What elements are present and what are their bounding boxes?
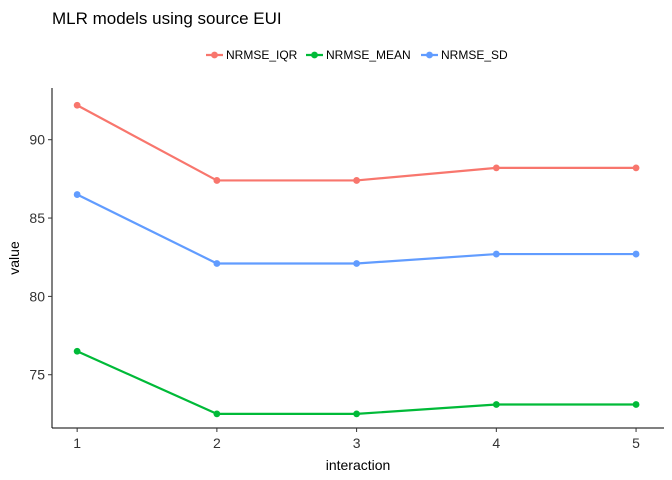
series-line-nrmse-sd <box>76 193 638 265</box>
series-group <box>73 101 640 418</box>
x-tick-label: 5 <box>632 435 640 451</box>
data-point-nrmse-iqr <box>632 164 640 172</box>
series-line-nrmse-iqr <box>76 104 638 182</box>
data-point-nrmse-mean <box>632 401 640 408</box>
y-tick-label: 90 <box>29 132 45 148</box>
data-point-nrmse-sd <box>213 260 221 267</box>
x-axis-ticks: 1 2 3 4 5 <box>73 428 640 451</box>
y-tick-label: 80 <box>29 288 45 304</box>
data-point-nrmse-sd <box>73 191 81 198</box>
x-tick-label: 2 <box>213 435 221 451</box>
legend-key-point <box>426 51 433 59</box>
x-tick-label: 1 <box>73 435 81 451</box>
legend-label: NRMSE_IQR <box>226 48 298 62</box>
legend: NRMSE_IQR NRMSE_MEAN NRMSE_SD <box>206 48 508 62</box>
data-point-nrmse-mean <box>492 401 500 408</box>
data-point-nrmse-sd <box>353 260 361 267</box>
plot-area <box>73 101 640 418</box>
series-nrmse-sd <box>73 191 640 267</box>
legend-item-nrmse-sd: NRMSE_SD <box>421 48 508 62</box>
data-point-nrmse-sd <box>492 250 500 258</box>
chart-title: MLR models using source EUI <box>52 9 282 28</box>
y-tick-label: 85 <box>29 210 45 226</box>
legend-key-point <box>211 51 218 59</box>
y-axis-ticks: 75 80 85 90 <box>29 132 52 383</box>
x-tick-label: 4 <box>492 435 500 451</box>
data-point-nrmse-iqr <box>353 177 361 184</box>
y-tick-label: 75 <box>29 367 45 383</box>
data-point-nrmse-iqr <box>213 177 221 184</box>
data-point-nrmse-mean <box>73 347 81 355</box>
legend-item-nrmse-mean: NRMSE_MEAN <box>306 48 411 62</box>
legend-label: NRMSE_MEAN <box>326 48 411 62</box>
x-axis-title: interaction <box>326 457 391 473</box>
data-point-nrmse-iqr <box>492 164 500 172</box>
data-point-nrmse-mean <box>213 410 221 418</box>
data-point-nrmse-iqr <box>73 101 81 109</box>
series-nrmse-iqr <box>73 101 640 184</box>
series-nrmse-mean <box>73 347 640 418</box>
legend-label: NRMSE_SD <box>441 48 508 62</box>
data-point-nrmse-sd <box>632 250 640 258</box>
legend-item-nrmse-iqr: NRMSE_IQR <box>206 48 298 62</box>
legend-key-point <box>311 51 318 59</box>
y-axis-title: value <box>6 241 22 275</box>
series-line-nrmse-mean <box>76 350 638 415</box>
data-point-nrmse-mean <box>353 410 361 418</box>
x-tick-label: 3 <box>353 435 361 451</box>
